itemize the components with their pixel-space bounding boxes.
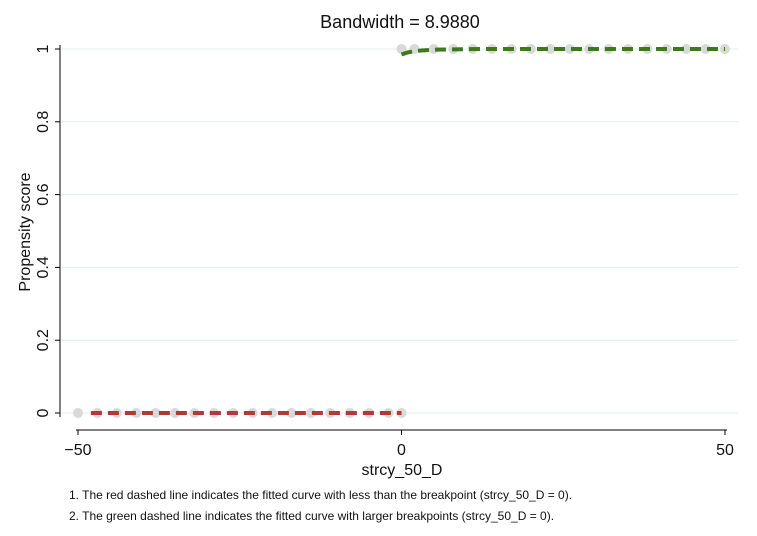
- chart-title: Bandwidth = 8.9880: [320, 12, 480, 32]
- data-point-0-11: [286, 408, 297, 418]
- figure-notes: 1. The red dashed line indicates the fit…: [69, 485, 572, 527]
- data-point-1-8: [545, 44, 556, 54]
- x-tick-label-0: −50: [64, 442, 91, 459]
- x-axis-label: strcy_50_D: [362, 462, 443, 479]
- data-point-1-16: [700, 44, 711, 54]
- data-point-1-15: [681, 44, 692, 54]
- chart: Bandwidth = 8.9880 00.20.40.60.81−50 0 50 …: [17, 12, 738, 479]
- note-1: 1. The red dashed line indicates the fit…: [69, 488, 573, 502]
- x-tick-label-1: 0: [397, 442, 406, 459]
- y-tick-label-3: 0.6: [35, 183, 52, 205]
- axes: 0 0.2 0.4 0.6 0.8 1 −50 0 50: [35, 44, 734, 459]
- data-point-0-4: [150, 408, 161, 418]
- grid: [62, 48, 738, 414]
- data-point-1-0: [396, 44, 407, 54]
- data-point-1-9: [564, 44, 575, 54]
- data-point-0-10: [267, 408, 278, 418]
- data-point-0-12: [305, 408, 316, 418]
- fitted-line-3: [400, 47, 725, 57]
- y-axis-label: Propensity score: [17, 172, 34, 291]
- data-point-0-5: [170, 408, 181, 418]
- data-point-0-3: [131, 408, 142, 418]
- y-tick-label-0: 0: [35, 408, 52, 417]
- y-tick-label-1: 0.2: [35, 329, 52, 351]
- scatter-points: [73, 44, 730, 418]
- note-2: 2. The green dashed line indicates the f…: [69, 509, 555, 523]
- fitted-lines: [90, 47, 725, 415]
- x-tick-label-2: 50: [716, 442, 734, 459]
- y-tick-label-2: 0.4: [35, 256, 52, 278]
- data-point-0-0: [73, 408, 83, 418]
- y-tick-label-5: 1: [35, 44, 52, 53]
- y-tick-label-4: 0.8: [35, 111, 52, 133]
